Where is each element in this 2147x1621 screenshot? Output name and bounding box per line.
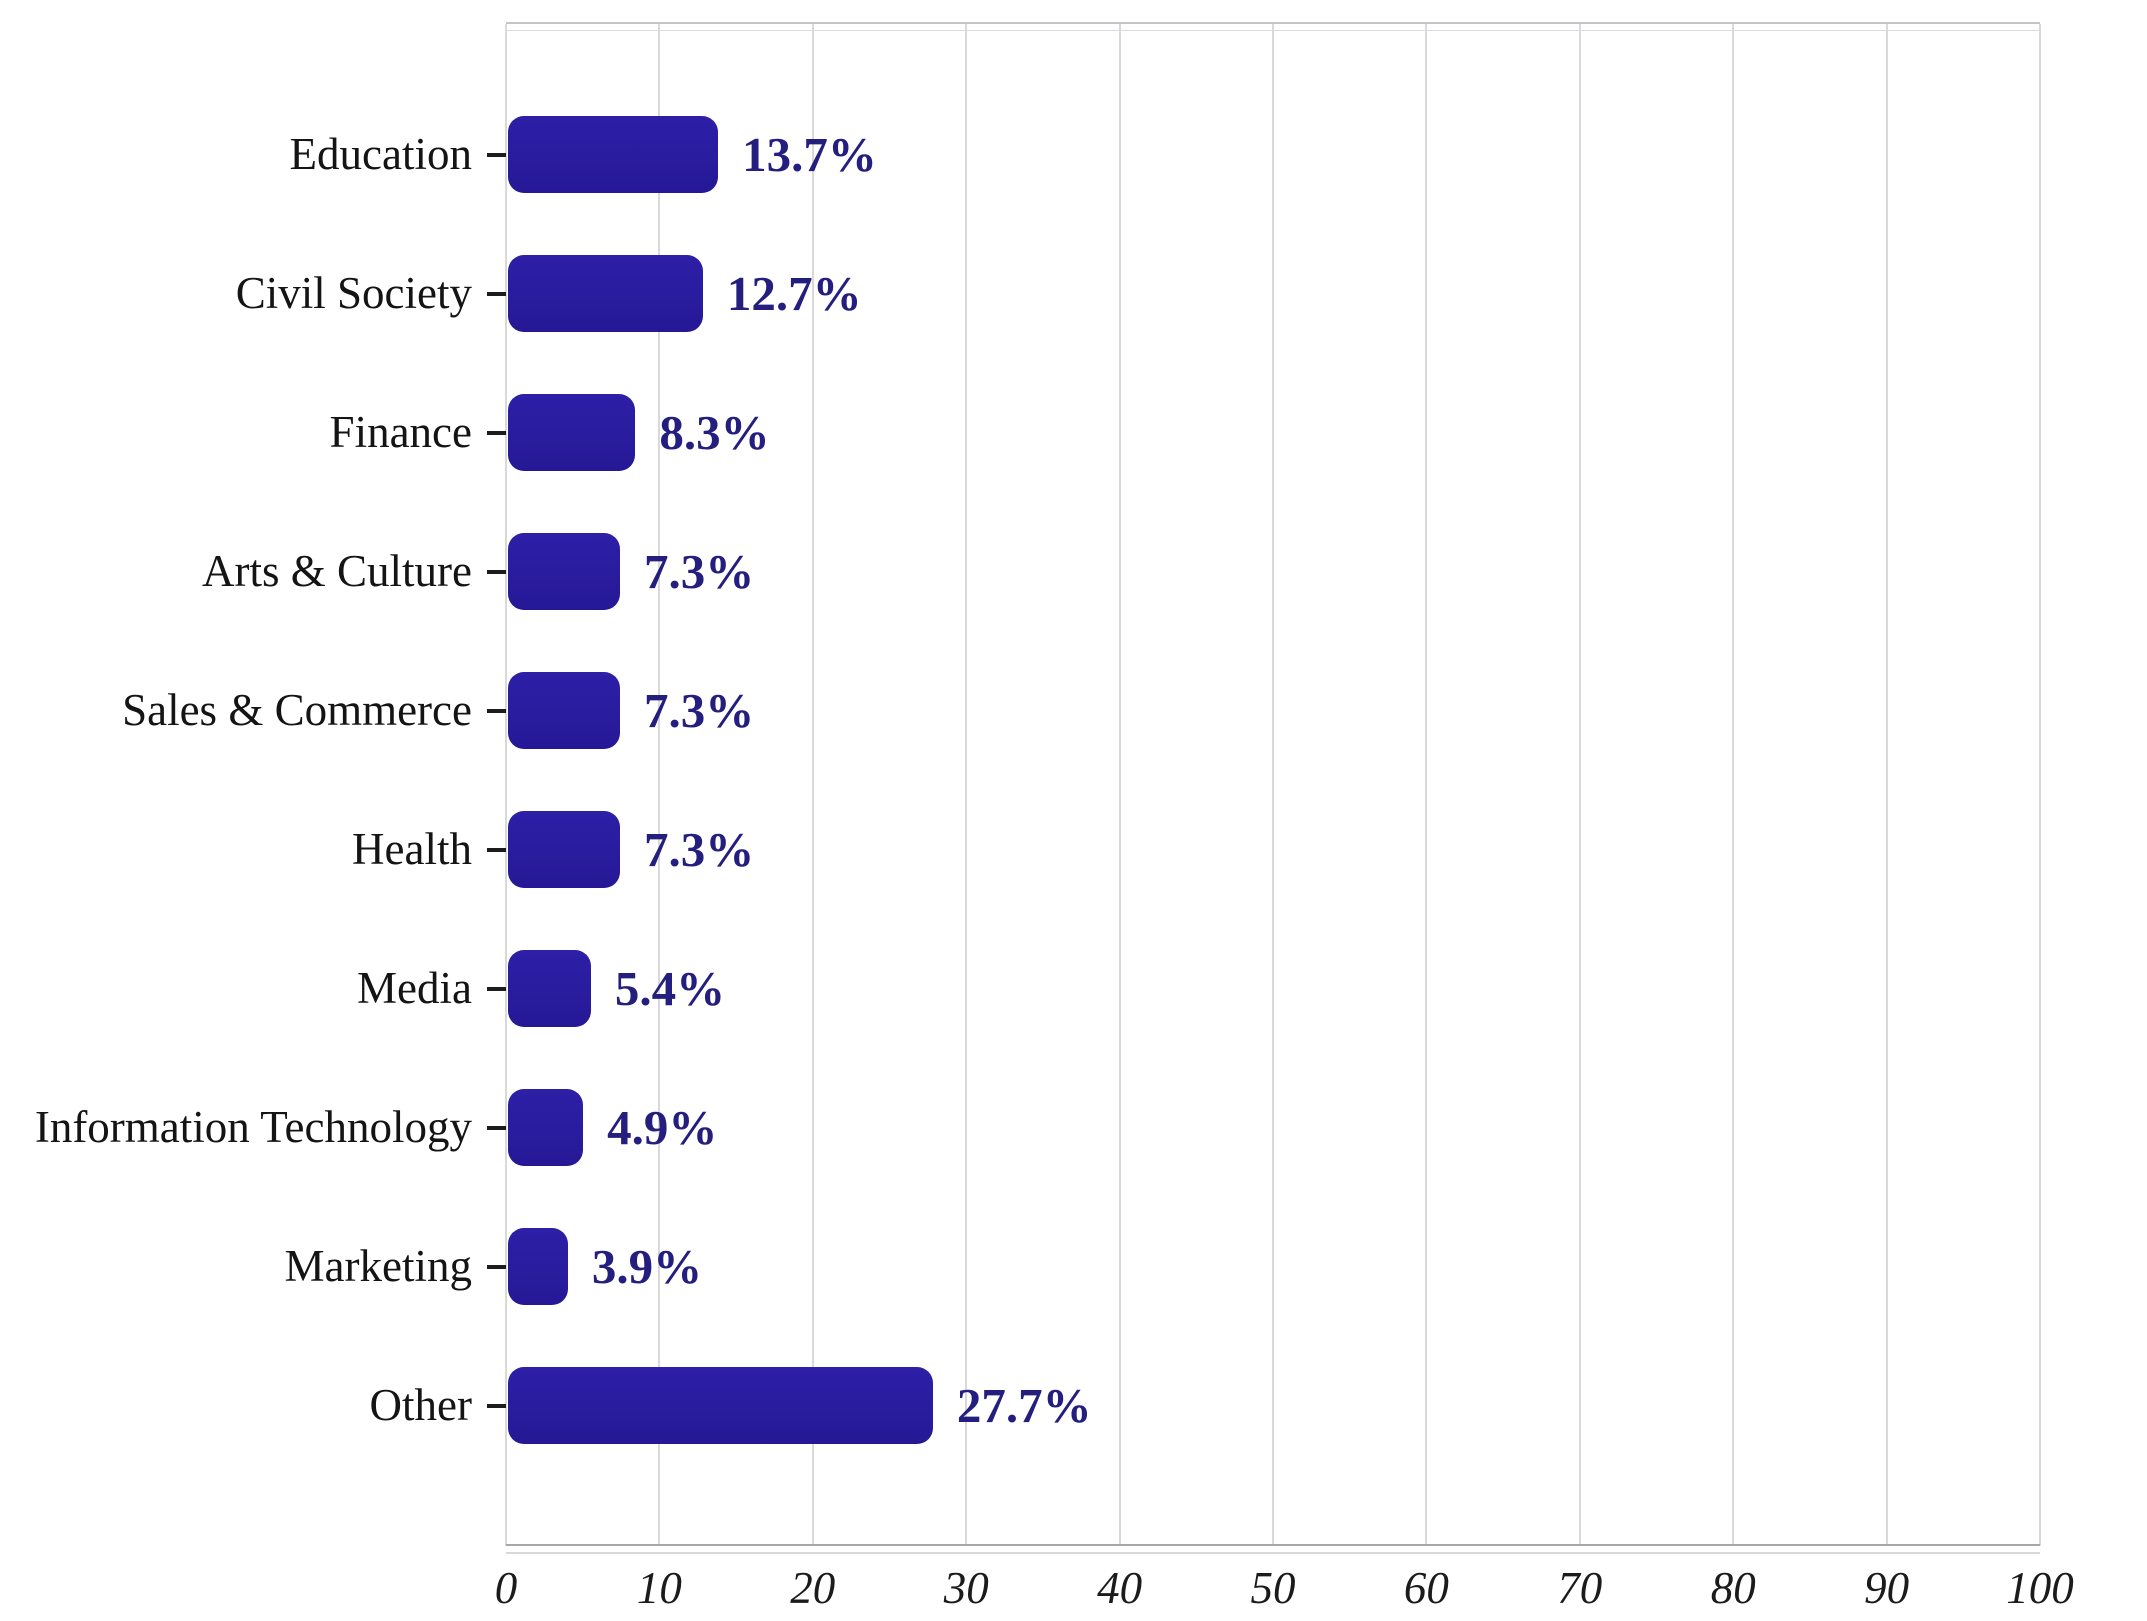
x-tick-label: 70	[1557, 1563, 1603, 1613]
plot-area	[505, 22, 2041, 1554]
gridline-20	[811, 24, 814, 1546]
bar-row: Education 13.7%	[0, 85, 2147, 224]
value-label: 5.4%	[614, 961, 726, 1016]
category-label: Education	[289, 129, 472, 179]
bar	[508, 1089, 584, 1166]
bar-row: Sales & Commerce 7.3%	[0, 641, 2147, 780]
y-tick-mark	[487, 1265, 506, 1269]
x-axis-line	[506, 1544, 2040, 1546]
category-label: Media	[357, 963, 472, 1013]
category-label: Other	[369, 1380, 472, 1430]
y-tick-mark	[487, 292, 506, 296]
category-label: Arts & Culture	[202, 546, 472, 596]
category-label: Civil Society	[235, 268, 472, 318]
category-label: Finance	[329, 407, 472, 457]
x-tick-label: 100	[2006, 1563, 2074, 1613]
bar	[508, 394, 636, 471]
y-tick-mark	[487, 987, 506, 991]
value-label: 13.7%	[742, 127, 877, 182]
y-tick-mark	[487, 848, 506, 852]
x-tick-label: 90	[1864, 1563, 1910, 1613]
y-tick-mark	[487, 570, 506, 574]
gridline-0	[505, 24, 507, 1546]
category-label: Information Technology	[34, 1102, 472, 1152]
x-tick-label: 80	[1710, 1563, 1756, 1613]
bar	[508, 255, 703, 332]
category-label: Sales & Commerce	[122, 685, 472, 735]
gridline-70	[1578, 24, 1581, 1546]
bar-row: Other 27.7%	[0, 1336, 2147, 1475]
bar-row: Health 7.3%	[0, 780, 2147, 919]
gridline-30	[965, 24, 968, 1546]
value-label: 27.7%	[956, 1378, 1092, 1433]
x-tick-label: 40	[1097, 1563, 1143, 1613]
gridline-40	[1118, 24, 1121, 1546]
bar	[508, 116, 719, 193]
value-label: 7.3%	[643, 544, 755, 599]
bar	[508, 1367, 933, 1444]
bar-row: Arts & Culture 7.3%	[0, 502, 2147, 641]
gridline-90	[1885, 24, 1888, 1546]
bar	[508, 672, 620, 749]
bar	[508, 811, 620, 888]
value-label: 4.9%	[607, 1100, 718, 1155]
x-tick-label: 20	[790, 1563, 836, 1613]
bar-row: Finance 8.3%	[0, 363, 2147, 502]
bar-row: Marketing 3.9%	[0, 1197, 2147, 1336]
value-label: 12.7%	[726, 266, 862, 321]
x-tick-label: 0	[494, 1563, 518, 1613]
x-tick-label: 10	[636, 1563, 682, 1613]
gridline-60	[1425, 24, 1428, 1546]
x-tick-label: 30	[943, 1563, 989, 1613]
bar-rows: Education 13.7% Civil Society 12.7% Finance 8…	[35, 85, 2147, 1475]
value-label: 7.3%	[643, 683, 755, 738]
bar	[508, 1228, 568, 1305]
gridline-50	[1272, 24, 1274, 1546]
bar-row: Media 5.4%	[0, 919, 2147, 1058]
gridline-100	[2039, 24, 2041, 1546]
category-label: Health	[352, 824, 472, 874]
category-label: Marketing	[284, 1241, 472, 1291]
x-axis-line-outer	[506, 1552, 2040, 1554]
gridline-80	[1732, 24, 1735, 1546]
y-tick-mark	[487, 1126, 506, 1130]
y-tick-mark	[487, 1404, 506, 1408]
plot-top-border	[506, 22, 2040, 24]
bar-row: Information Technology 4.9%	[0, 1058, 2147, 1197]
value-label: 8.3%	[659, 405, 770, 460]
gridline-10	[658, 24, 661, 1546]
bar-row: Civil Society 12.7%	[0, 224, 2147, 363]
value-label: 3.9%	[591, 1239, 703, 1294]
y-tick-mark	[487, 153, 506, 157]
bar	[508, 950, 591, 1027]
bar	[508, 533, 620, 610]
value-label: 7.3%	[643, 822, 755, 877]
y-tick-mark	[487, 709, 506, 713]
y-tick-mark	[487, 431, 506, 435]
x-tick-label: 50	[1250, 1563, 1296, 1613]
x-tick-label: 60	[1403, 1563, 1449, 1613]
